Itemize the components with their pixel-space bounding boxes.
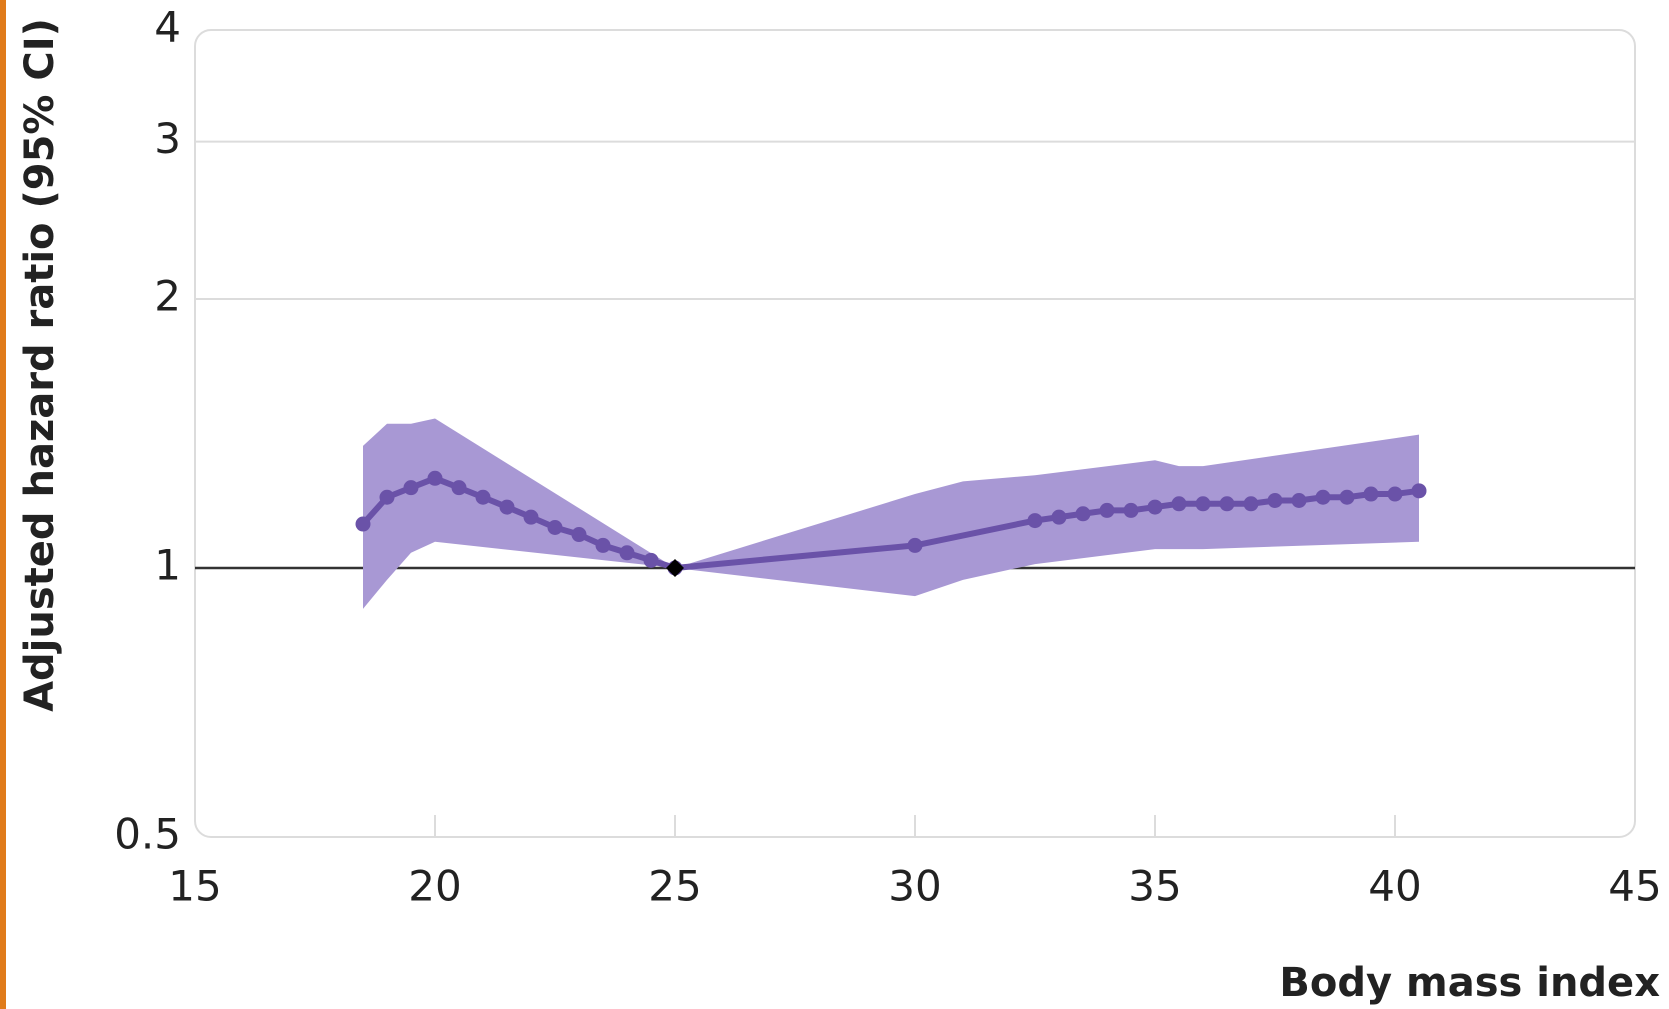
point: [427, 470, 443, 486]
point: [1171, 496, 1187, 512]
point: [1315, 489, 1331, 505]
point: [1147, 499, 1163, 515]
point: [643, 552, 659, 568]
point: [1051, 509, 1067, 525]
y-axis-title: Adjusted hazard ratio (95% CI): [17, 18, 63, 712]
x-axis-title: Body mass index: [1279, 960, 1660, 1006]
page-edge: [0, 0, 6, 1009]
point: [475, 489, 491, 505]
point: [1339, 489, 1355, 505]
point: [403, 480, 419, 496]
point: [355, 516, 371, 532]
y-tick-label: 1: [154, 541, 181, 590]
point: [1027, 513, 1043, 529]
point: [1363, 486, 1379, 502]
reference-point: [666, 559, 684, 577]
confidence-band: [363, 418, 1419, 609]
point: [547, 519, 563, 535]
point: [1267, 492, 1283, 508]
y-tick-label: 2: [154, 272, 181, 321]
y-tick-label: 4: [154, 3, 181, 52]
point: [1291, 492, 1307, 508]
point: [1411, 483, 1427, 499]
point: [1219, 496, 1235, 512]
point: [523, 509, 539, 525]
x-tick-label: 40: [1368, 862, 1421, 911]
y-tick-label: 3: [154, 114, 181, 163]
y-tick-label: 0.5: [114, 810, 181, 859]
x-tick-label: 30: [888, 862, 941, 911]
point: [571, 527, 587, 543]
x-tick-label: 35: [1128, 862, 1181, 911]
point: [379, 489, 395, 505]
point: [451, 480, 467, 496]
x-tick-label: 25: [648, 862, 701, 911]
point: [907, 537, 923, 553]
point: [499, 499, 515, 515]
point: [619, 545, 635, 561]
point: [595, 537, 611, 553]
x-tick-label: 15: [168, 862, 221, 911]
point: [1075, 506, 1091, 522]
point: [1099, 502, 1115, 518]
point: [1387, 486, 1403, 502]
point: [1195, 496, 1211, 512]
x-tick-label: 45: [1608, 862, 1661, 911]
x-tick-label: 20: [408, 862, 461, 911]
point: [1243, 496, 1259, 512]
point: [1123, 502, 1139, 518]
